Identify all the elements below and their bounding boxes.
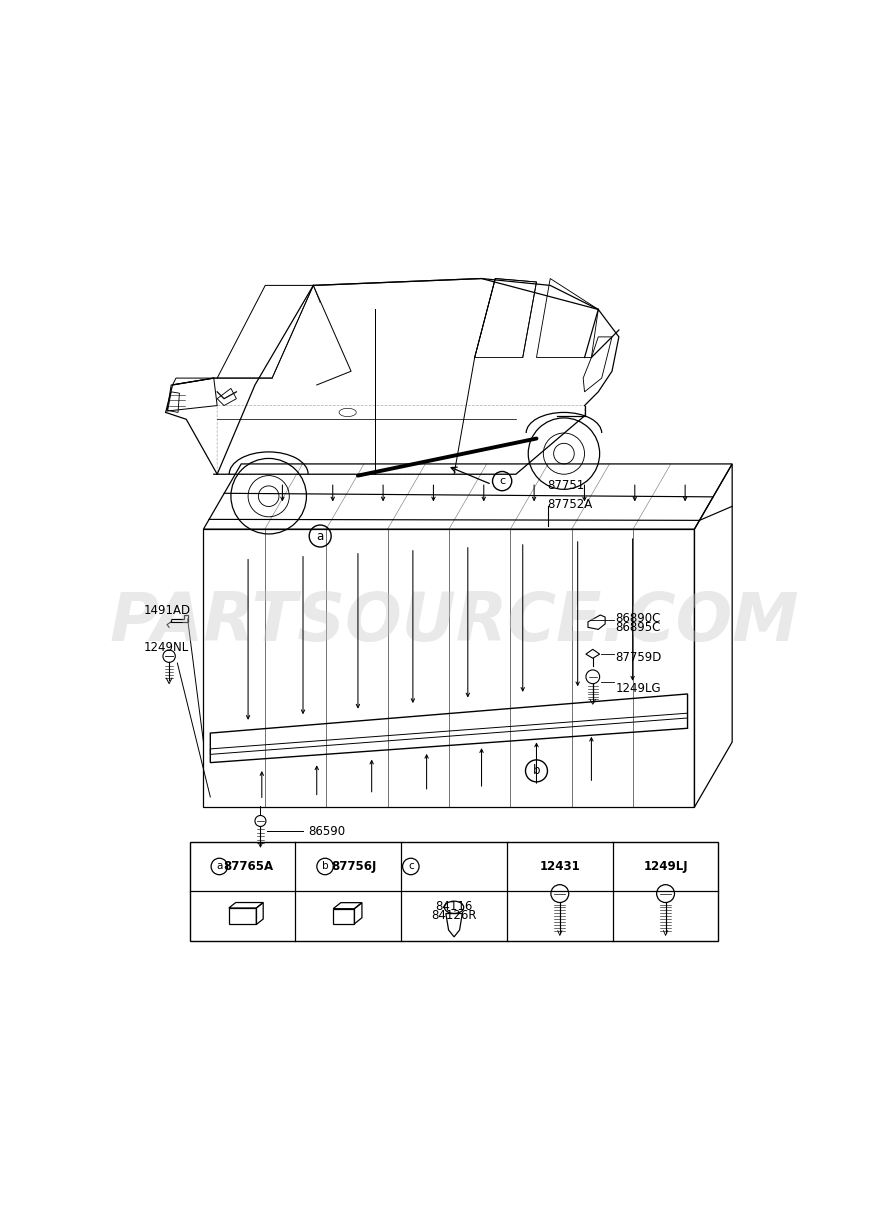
Text: 84126R: 84126R [431,908,477,922]
Text: c: c [499,476,505,486]
Text: 87751: 87751 [547,480,584,493]
Text: a: a [316,529,323,543]
Text: c: c [408,861,414,872]
Text: 1491AD: 1491AD [144,603,190,616]
Text: 86590: 86590 [308,825,346,838]
Text: a: a [216,861,222,872]
Text: 87765A: 87765A [222,860,273,873]
Text: 1249LG: 1249LG [616,682,661,695]
Text: 87756J: 87756J [331,860,377,873]
Text: 1249LJ: 1249LJ [643,860,688,873]
Text: 12431: 12431 [540,860,580,873]
Text: b: b [532,764,540,777]
Text: 1249NL: 1249NL [144,641,189,654]
Text: PARTSOURCE.COM: PARTSOURCE.COM [109,589,799,655]
Text: 87759D: 87759D [616,652,662,664]
Text: 84116: 84116 [435,900,473,913]
Text: 86895C: 86895C [616,621,661,633]
Text: 87752A: 87752A [547,498,592,511]
Text: 86890C: 86890C [616,612,661,625]
Text: b: b [322,861,329,872]
